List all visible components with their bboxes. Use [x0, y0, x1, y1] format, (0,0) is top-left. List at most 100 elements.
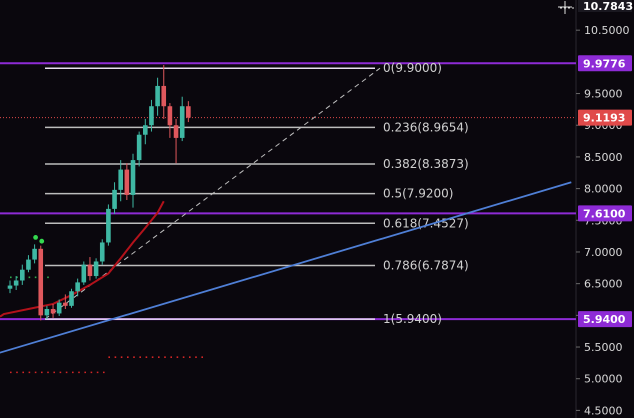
- candle[interactable]: [44, 305, 50, 320]
- candle[interactable]: [93, 258, 99, 279]
- candle-body: [56, 302, 62, 314]
- candle[interactable]: [173, 118, 179, 164]
- candle[interactable]: [136, 131, 142, 167]
- candle-body: [38, 248, 44, 316]
- candle-body: [161, 85, 167, 107]
- moving-average-layer: [0, 200, 165, 318]
- price-axis[interactable]: 10.50009.50009.00008.50008.00007.50007.0…: [576, 24, 632, 417]
- candle[interactable]: [38, 245, 44, 321]
- candle[interactable]: [161, 65, 167, 119]
- trendline[interactable]: [0, 181, 572, 354]
- candle[interactable]: [32, 244, 37, 264]
- candle-body: [87, 264, 93, 277]
- candle[interactable]: [118, 160, 123, 202]
- fib-trend-line[interactable]: [44, 67, 381, 320]
- y-tick-label: 4.5000: [584, 404, 623, 417]
- candle-body: [167, 106, 173, 126]
- candle-body: [50, 309, 56, 314]
- candle[interactable]: [75, 278, 80, 297]
- trendline-layer[interactable]: [0, 181, 572, 354]
- y-tick-label: 5.5000: [584, 341, 623, 354]
- candle[interactable]: [63, 294, 68, 310]
- candle[interactable]: [26, 255, 31, 273]
- candle-body: [173, 125, 179, 138]
- candle-body: [32, 248, 37, 260]
- candle[interactable]: [13, 276, 19, 290]
- moving-average-line: [0, 200, 165, 318]
- y-tick-label: 9.5000: [584, 88, 623, 101]
- level-price-badge: 7.6100: [578, 205, 632, 222]
- level-price-badge-text: 7.6100: [583, 207, 626, 220]
- candle[interactable]: [112, 182, 117, 214]
- candle-body: [136, 134, 142, 161]
- candle[interactable]: [50, 303, 56, 318]
- y-tick-label: 8.5000: [584, 151, 623, 164]
- candle[interactable]: [130, 153, 136, 208]
- last-price-badge-bg: [578, 109, 632, 126]
- candle-body: [75, 282, 80, 292]
- top-price-readout-text: 10.7843: [583, 0, 633, 13]
- candle[interactable]: [149, 99, 154, 132]
- crosshair-readout: 10.7843: [558, 0, 633, 14]
- candle[interactable]: [155, 77, 160, 116]
- candles-layer[interactable]: [7, 65, 191, 321]
- level-price-badge: 9.9776: [578, 55, 632, 72]
- candle-body: [186, 106, 191, 118]
- candle-body: [63, 302, 68, 306]
- level-price-badge-bg: [578, 205, 632, 222]
- candle[interactable]: [106, 204, 111, 246]
- last-price-badge: 9.1193: [578, 109, 632, 126]
- candle-body: [93, 261, 99, 277]
- fib-level-label: 0.5(7.9200): [383, 187, 453, 201]
- candle-body: [99, 242, 105, 262]
- candle-body: [81, 264, 87, 283]
- candle[interactable]: [167, 103, 173, 138]
- candle[interactable]: [7, 280, 13, 294]
- candle[interactable]: [124, 163, 130, 201]
- candle[interactable]: [20, 264, 25, 285]
- candle-body: [112, 189, 117, 209]
- top-price-readout-bg: [578, 0, 632, 12]
- candle[interactable]: [186, 101, 191, 123]
- candle-body: [155, 85, 160, 107]
- level-price-badge-bg: [578, 311, 632, 328]
- candle-body: [13, 280, 19, 286]
- y-tick-label: 10.5000: [584, 24, 630, 37]
- fib-level-label: 0.618(7.4527): [383, 216, 469, 230]
- top-price-readout: 10.7843: [558, 0, 633, 14]
- candle-body: [149, 106, 154, 126]
- candle-body: [20, 269, 25, 281]
- level-price-badge-text: 9.9776: [583, 57, 626, 70]
- candle[interactable]: [56, 299, 62, 316]
- candle[interactable]: [99, 239, 105, 265]
- signal-marker: [33, 234, 38, 240]
- candle-body: [179, 106, 185, 138]
- fib-level-label: 1(5.9400): [383, 312, 442, 326]
- candle[interactable]: [69, 288, 74, 308]
- y-tick-label: 7.0000: [584, 246, 623, 259]
- level-price-badge-text: 5.9400: [583, 313, 626, 326]
- level-price-badge-bg: [578, 55, 632, 72]
- candle[interactable]: [179, 96, 185, 142]
- candle-body: [44, 309, 50, 316]
- signal-marker: [39, 238, 45, 244]
- candle-body: [143, 125, 148, 135]
- y-tick-label: 5.0000: [584, 373, 623, 386]
- candle[interactable]: [143, 118, 148, 145]
- y-tick-label: 8.0000: [584, 183, 623, 196]
- fib-level-label: 0.786(6.7874): [383, 258, 469, 272]
- fib-level-label: 0.382(8.3873): [383, 157, 469, 171]
- fibonacci-retracement[interactable]: 0(9.9000) 0.236(8.9654) 0.382(8.3873) 0.5(7…: [44, 61, 469, 326]
- y-tick-label: 6.5000: [584, 278, 623, 291]
- candle[interactable]: [87, 257, 93, 281]
- candle-body: [7, 285, 13, 289]
- fib-level-label: 0(9.9000): [383, 61, 442, 75]
- level-price-badge: 5.9400: [578, 311, 632, 328]
- last-price-badge-text: 9.1193: [583, 112, 625, 125]
- candle-body: [69, 291, 74, 306]
- candle-body: [26, 259, 31, 270]
- candle[interactable]: [81, 261, 87, 285]
- candle-body: [106, 208, 111, 243]
